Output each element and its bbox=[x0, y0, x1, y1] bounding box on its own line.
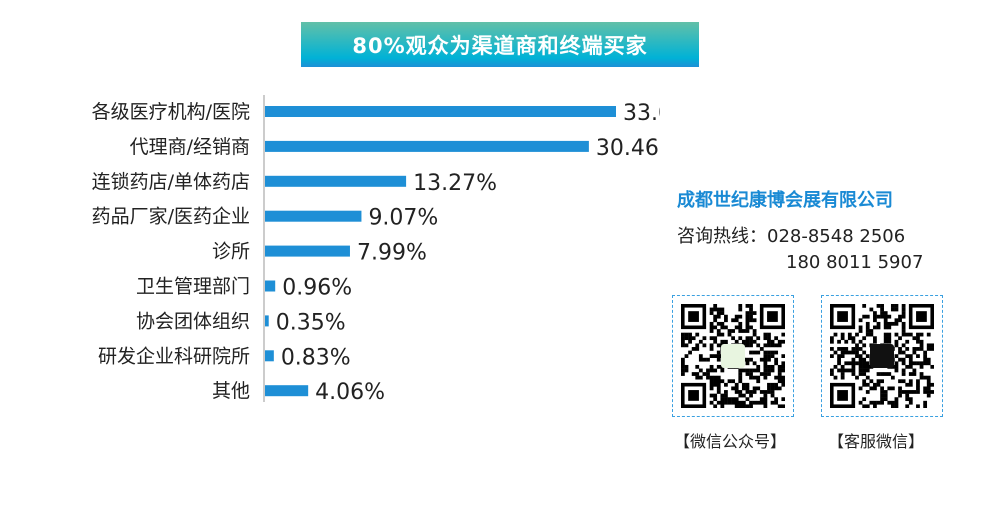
data-label: 0.35% bbox=[276, 310, 346, 335]
bar bbox=[265, 280, 276, 292]
data-label: 9.07% bbox=[368, 206, 438, 231]
category-label: 协会团体组织 bbox=[136, 310, 250, 332]
data-label: 30.46% bbox=[596, 136, 660, 161]
bar bbox=[265, 140, 589, 152]
hotline-label: 咨询热线： bbox=[677, 226, 767, 247]
bar bbox=[265, 175, 407, 187]
bar bbox=[265, 385, 309, 397]
qr-caption-service: 【客服微信】 bbox=[828, 432, 925, 451]
data-label: 0.83% bbox=[281, 345, 351, 370]
title: 80%观众为渠道商和终端买家 bbox=[352, 33, 648, 58]
hotline: 咨询热线：028-8548 2506 bbox=[677, 222, 905, 252]
category-label: 研发企业科研院所 bbox=[98, 345, 250, 367]
category-label: 诊所 bbox=[212, 241, 250, 263]
logo-icon bbox=[721, 344, 745, 368]
wechat-icon bbox=[870, 344, 894, 368]
bar bbox=[265, 245, 350, 257]
bar bbox=[265, 210, 362, 222]
category-label: 卫生管理部门 bbox=[136, 276, 250, 298]
bar bbox=[265, 315, 269, 327]
data-label: 4.06% bbox=[315, 380, 385, 405]
bar-chart: 各级医疗机构/医院 33.01% 代理商/经销商 30.46% 连锁药店/单体药店 13.… bbox=[92, 95, 660, 405]
category-label: 各级医疗机构/医院 bbox=[92, 101, 250, 123]
phone-2: 180 8011 5907 bbox=[786, 252, 924, 273]
title-banner: 80%观众为渠道商和终端买家 bbox=[301, 22, 699, 67]
category-label: 连锁药店/单体药店 bbox=[92, 171, 250, 193]
data-label: 0.96% bbox=[282, 276, 352, 301]
qr-code-public-account bbox=[672, 295, 794, 417]
category-label: 其他 bbox=[212, 380, 250, 402]
company-name: 成都世纪康博会展有限公司 bbox=[677, 190, 893, 211]
bar bbox=[265, 350, 274, 362]
category-label: 代理商/经销商 bbox=[130, 136, 250, 158]
data-label: 7.99% bbox=[357, 241, 427, 266]
qr-code-service-wechat bbox=[821, 295, 943, 417]
phone-1: 028-8548 2506 bbox=[767, 226, 906, 247]
category-label: 药品厂家/医药企业 bbox=[92, 206, 250, 228]
qr-caption-public: 【微信公众号】 bbox=[674, 432, 787, 451]
bar bbox=[265, 106, 616, 117]
data-label: 33.01% bbox=[623, 101, 660, 126]
data-label: 13.27% bbox=[413, 171, 497, 196]
